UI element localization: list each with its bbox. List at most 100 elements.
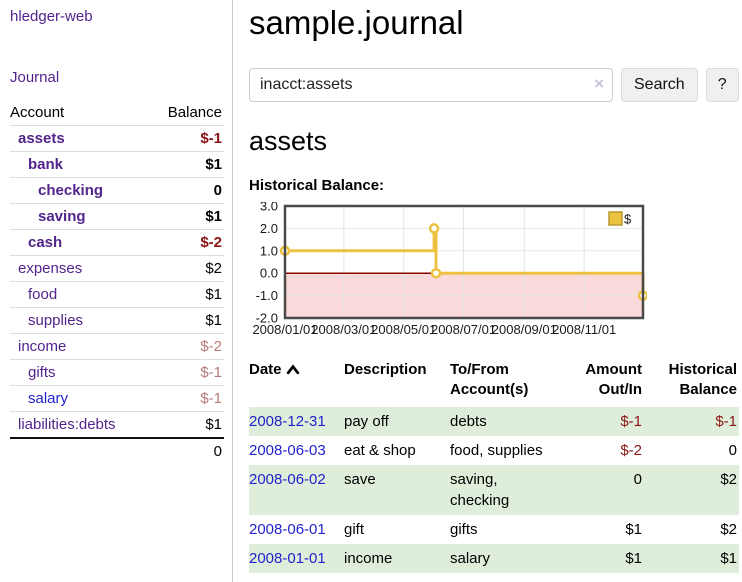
historical-balance-chart: 3.0 2.0 1.0 0.0 -1.0 -2.0 2008/01/01 2008/03/01… xyxy=(249,199,649,338)
help-button[interactable]: ? xyxy=(705,68,739,102)
legend-label: $ xyxy=(624,212,632,227)
account-row: supplies $1 xyxy=(10,307,224,334)
account-balance: $1 xyxy=(205,416,222,433)
register-header-date[interactable]: Date xyxy=(249,358,344,407)
search-form: × Search ? xyxy=(249,68,742,102)
account-row: liabilities:debts $1 xyxy=(10,411,224,439)
accounts-header-row: Account Balance xyxy=(10,100,224,126)
chart-y-tick-label: -1.0 xyxy=(256,288,278,303)
accounts-header-balance: Balance xyxy=(167,104,222,121)
accounts-total-balance: 0 xyxy=(213,443,222,460)
account-link-expenses[interactable]: expenses xyxy=(18,260,83,277)
account-row: food $1 xyxy=(10,281,224,308)
transaction-description: income xyxy=(344,549,393,567)
transaction-balance: $2 xyxy=(720,520,737,538)
clear-search-icon[interactable]: × xyxy=(594,74,604,93)
transaction-amount: $-1 xyxy=(620,412,642,430)
account-balance: 0 xyxy=(213,182,222,199)
account-link-assets[interactable]: assets xyxy=(18,130,65,147)
search-input[interactable] xyxy=(249,68,613,102)
app-title-link[interactable]: hledger-web xyxy=(10,8,93,25)
register-row: 2008-06-03 eat & shop food, supplies $-2… xyxy=(249,436,739,465)
transaction-description: save xyxy=(344,470,376,488)
account-link-cash[interactable]: cash xyxy=(28,234,63,251)
chart-y-tick-label: 0.0 xyxy=(260,266,278,281)
account-link-supplies[interactable]: supplies xyxy=(28,312,84,329)
chart-border xyxy=(283,204,645,320)
search-button[interactable]: Search xyxy=(621,68,698,102)
account-link-gifts[interactable]: gifts xyxy=(28,364,56,381)
main-content: sample.journal × Search ? assets Histori… xyxy=(233,0,742,582)
account-balance: $-2 xyxy=(200,234,222,251)
transaction-balance: $1 xyxy=(720,549,737,567)
chart-x-tick-label: 2008/11/01 xyxy=(552,322,616,337)
chart-x-tick-label: 2008/05/01 xyxy=(371,322,436,337)
chart-point xyxy=(430,267,442,279)
search-box: × xyxy=(249,68,613,102)
chart-y-tick-label: 3.0 xyxy=(260,202,278,214)
chart-y-tick-label: 2.0 xyxy=(260,221,278,236)
page-title: sample.journal xyxy=(249,4,464,41)
account-row: assets $-1 xyxy=(10,125,224,152)
chart-x-tick-label: 2008/01/01 xyxy=(252,322,317,337)
transaction-amount: $1 xyxy=(625,520,642,538)
account-link-saving[interactable]: saving xyxy=(38,208,86,225)
transaction-amount: 0 xyxy=(633,470,642,488)
sort-ascending-icon xyxy=(286,364,299,375)
transaction-date-link[interactable]: 2008-12-31 xyxy=(249,412,326,430)
account-row: checking 0 xyxy=(10,177,224,204)
transaction-accounts: salary xyxy=(450,549,491,567)
transaction-accounts: saving, checking xyxy=(450,470,510,509)
account-link-liabilities-debts[interactable]: liabilities:debts xyxy=(18,416,116,433)
account-link-checking[interactable]: checking xyxy=(38,182,104,199)
transaction-amount: $1 xyxy=(625,549,642,567)
transaction-balance: $-1 xyxy=(715,412,737,430)
transaction-date-link[interactable]: 2008-06-03 xyxy=(249,441,326,459)
register-table: Date Description To/From Account(s) Amou… xyxy=(249,358,739,573)
register-row: 2008-12-31 pay off debts $-1 $-1 xyxy=(249,406,739,436)
account-balance: $-1 xyxy=(200,390,222,407)
transaction-description: eat & shop xyxy=(344,441,416,459)
register-header-description: Description xyxy=(344,361,427,378)
chart-point xyxy=(428,223,440,234)
account-row: gifts $-1 xyxy=(10,359,224,386)
chart-x-tick-label: 2008/09/01 xyxy=(492,322,557,337)
transaction-amount: $-2 xyxy=(620,441,642,459)
register-row: 2008-01-01 income salary $1 $1 xyxy=(249,543,739,573)
legend-swatch xyxy=(608,211,623,226)
register-header-amount: Amount Out/In xyxy=(585,361,642,399)
account-link-income[interactable]: income xyxy=(18,338,67,355)
account-balance: $2 xyxy=(205,260,222,277)
account-link-salary[interactable]: salary xyxy=(28,390,69,407)
account-row: saving $1 xyxy=(10,203,224,230)
account-page-title: assets xyxy=(249,126,328,156)
account-balance: $1 xyxy=(205,312,222,329)
account-row: bank $1 xyxy=(10,151,224,178)
transaction-accounts: gifts xyxy=(450,520,478,538)
chart-y-tick-label: 1.0 xyxy=(260,243,278,258)
account-balance: $-2 xyxy=(200,338,222,355)
account-link-food[interactable]: food xyxy=(28,286,58,303)
account-row: expenses $2 xyxy=(10,255,224,282)
accounts-table: Account Balance assets $-1 bank $1 check… xyxy=(10,100,224,464)
chart-x-tick-label: 2008/03/01 xyxy=(311,322,376,337)
register-header-balance: Historical Balance xyxy=(668,361,737,399)
transaction-balance: 0 xyxy=(728,441,737,459)
transaction-date-link[interactable]: 2008-06-01 xyxy=(249,520,326,538)
register-header-date-label: Date xyxy=(249,361,282,378)
sidebar: hledger-web Journal Account Balance asse… xyxy=(0,0,233,582)
chart-y-tick-label: -2.0 xyxy=(256,311,278,326)
transaction-date-link[interactable]: 2008-06-02 xyxy=(249,470,326,488)
register-header-row: Date Description To/From Account(s) Amou… xyxy=(249,358,739,407)
chart-canvas: 3.0 2.0 1.0 0.0 -1.0 -2.02008/01/012008/03/01… xyxy=(252,199,649,337)
account-link-bank[interactable]: bank xyxy=(28,156,64,173)
account-row: cash $-2 xyxy=(10,229,224,256)
account-balance: $-1 xyxy=(200,364,222,381)
accounts-header-account: Account xyxy=(10,104,65,121)
register-row: 2008-06-01 gift gifts $1 $2 xyxy=(249,515,739,544)
register-row: 2008-06-02 save saving, checking 0 $2 xyxy=(249,464,739,515)
sidebar-item-journal[interactable]: Journal xyxy=(10,69,60,86)
transaction-date-link[interactable]: 2008-01-01 xyxy=(249,549,326,567)
account-row: income $-2 xyxy=(10,333,224,360)
